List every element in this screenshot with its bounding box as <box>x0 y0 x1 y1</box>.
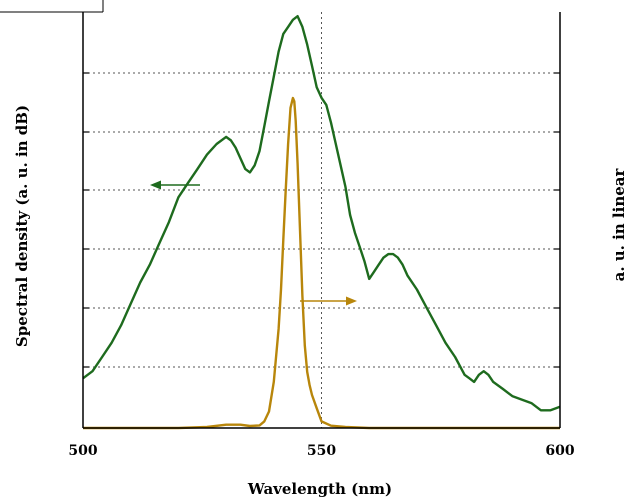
x-tick-label-500: 500 <box>68 443 97 459</box>
right-y-axis-title: a. u. in linear <box>610 168 627 282</box>
db-spectrum-line <box>82 15 561 412</box>
tick-layer: 500 550 600 <box>68 72 575 459</box>
grid-layer <box>83 12 560 428</box>
series-layer <box>82 15 561 430</box>
left-series-arrow <box>150 180 200 190</box>
x-tick-label-550: 550 <box>307 443 336 459</box>
right-series-arrow <box>300 296 357 306</box>
x-axis-title: Wavelength (nm) <box>247 480 392 498</box>
y-axis-title: Spectral density (a. u. in dB) <box>13 105 31 347</box>
x-tick-label-600: 600 <box>545 443 574 459</box>
linear-spectrum-line <box>83 96 560 430</box>
